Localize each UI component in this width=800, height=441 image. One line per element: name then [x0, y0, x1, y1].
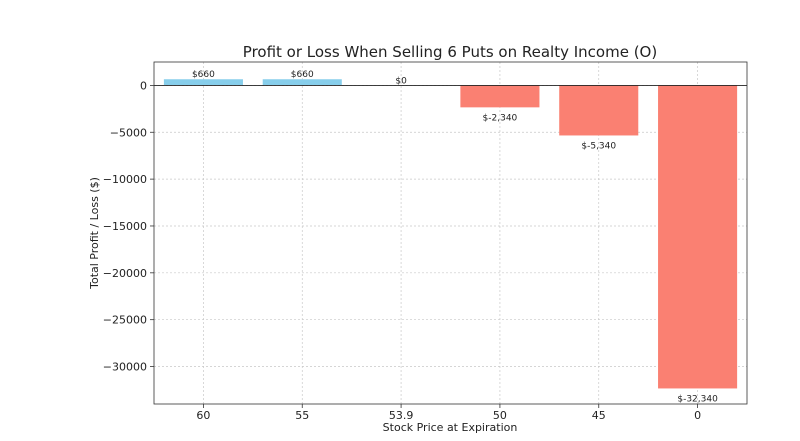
y-tick-label: 0 — [140, 79, 147, 92]
x-tick-label: 0 — [694, 409, 701, 422]
data-label: $0 — [395, 76, 407, 86]
x-tick-label: 50 — [493, 409, 507, 422]
data-label: $-2,340 — [483, 113, 518, 123]
data-label: $660 — [291, 70, 314, 80]
y-tick-label: −5000 — [110, 126, 147, 139]
chart-title: Profit or Loss When Selling 6 Puts on Re… — [243, 43, 657, 61]
y-tick-label: −10000 — [103, 173, 147, 186]
bar — [460, 85, 540, 108]
x-tick-label: 53.9 — [389, 409, 414, 422]
y-tick-label: −20000 — [103, 267, 147, 280]
data-label: $-32,340 — [677, 394, 718, 404]
bar — [262, 79, 342, 86]
y-tick-label: −15000 — [103, 220, 147, 233]
x-tick-label: 55 — [295, 409, 309, 422]
bar — [658, 85, 738, 389]
x-axis-title: Stock Price at Expiration — [383, 421, 518, 434]
x-tick-label: 60 — [196, 409, 210, 422]
data-labels: $660 $660 $0 $-2,340 $-5,340 $-32,340 — [192, 70, 718, 404]
y-tick-label: −25000 — [103, 314, 147, 327]
axes: 0 −5000 −10000 −15000 −20000 −25000 −30000 60 55… — [103, 61, 748, 422]
bar — [163, 79, 243, 86]
y-axis-title: Total Profit / Loss ($) — [88, 177, 101, 290]
x-tick-label: 45 — [592, 409, 606, 422]
data-label: $660 — [192, 70, 215, 80]
plot-frame — [153, 61, 748, 405]
data-label: $-5,340 — [581, 141, 616, 151]
bars — [163, 79, 738, 389]
bar — [559, 85, 639, 136]
y-tick-label: −30000 — [103, 361, 147, 374]
